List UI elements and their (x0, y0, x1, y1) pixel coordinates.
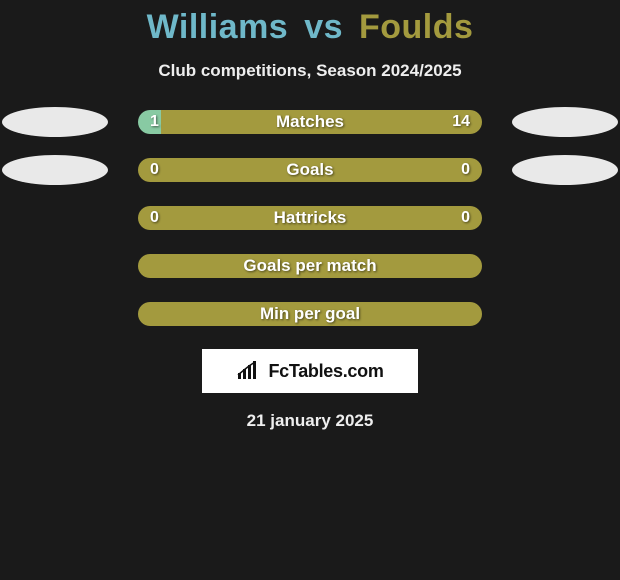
stat-bar: 0 0 Goals (138, 158, 482, 182)
stat-label: Goals per match (243, 256, 376, 276)
stat-label: Goals (286, 160, 333, 180)
left-value: 0 (150, 209, 159, 227)
player1-badge-oval (2, 155, 108, 185)
right-value: 14 (452, 113, 470, 131)
stat-bar: Min per goal (138, 302, 482, 326)
stat-row: 1 14 Matches (0, 109, 620, 135)
stat-label: Hattricks (274, 208, 347, 228)
brand-box: FcTables.com (202, 349, 418, 393)
stats-rows: 1 14 Matches 0 0 Goals 0 0 Hattricks Goals per ma… (0, 109, 620, 327)
page-title: Williams vs Foulds (0, 8, 620, 47)
stat-bar: Goals per match (138, 254, 482, 278)
player2-name: Foulds (359, 8, 473, 46)
subtitle: Club competitions, Season 2024/2025 (0, 61, 620, 81)
stat-row: 0 0 Hattricks (0, 205, 620, 231)
comparison-infographic: Williams vs Foulds Club competitions, Se… (0, 0, 620, 431)
right-value: 0 (461, 161, 470, 179)
brand-inner: FcTables.com (236, 361, 383, 382)
vs-text: vs (304, 8, 343, 46)
left-value: 0 (150, 161, 159, 179)
right-value: 0 (461, 209, 470, 227)
stat-row: Min per goal (0, 301, 620, 327)
bar-chart-icon (236, 361, 262, 381)
brand-text: FcTables.com (268, 361, 383, 382)
stat-row: Goals per match (0, 253, 620, 279)
stat-bar: 0 0 Hattricks (138, 206, 482, 230)
player2-badge-oval (512, 107, 618, 137)
player1-name: Williams (147, 8, 289, 46)
stat-bar: 1 14 Matches (138, 110, 482, 134)
player1-badge-oval (2, 107, 108, 137)
date-text: 21 january 2025 (0, 411, 620, 431)
stat-row: 0 0 Goals (0, 157, 620, 183)
player2-badge-oval (512, 155, 618, 185)
stat-label: Min per goal (260, 304, 360, 324)
left-value: 1 (150, 113, 159, 131)
stat-label: Matches (276, 112, 344, 132)
